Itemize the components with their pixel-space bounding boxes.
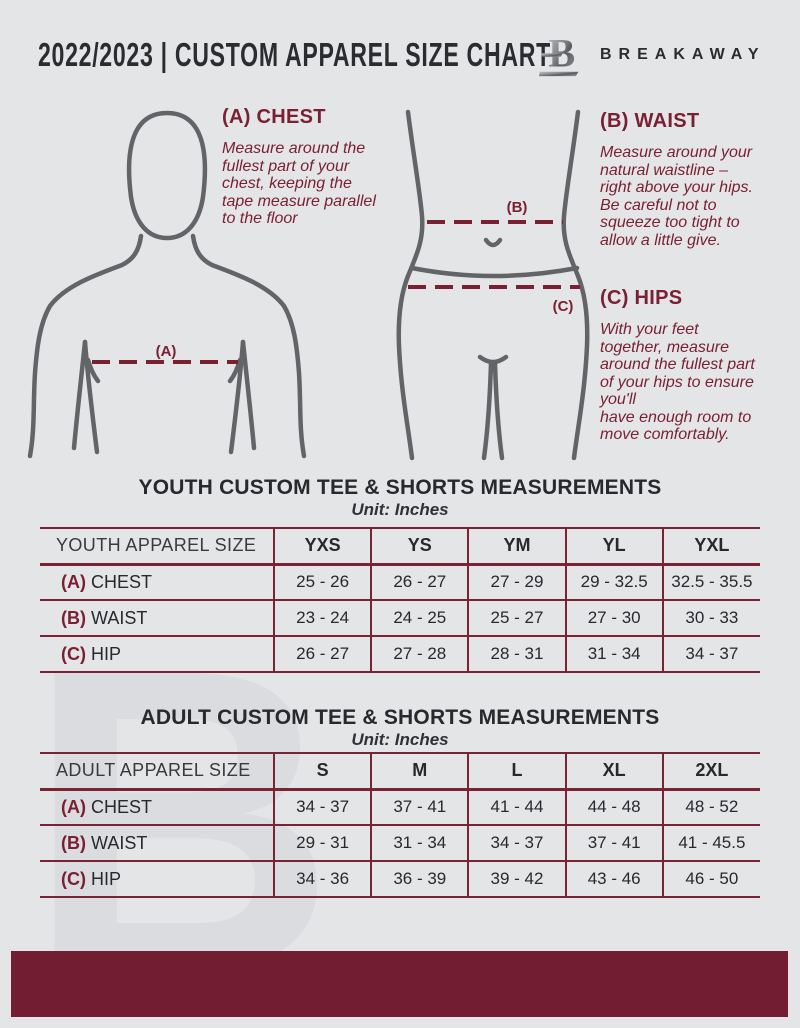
- adult-waist-label: (B) WAIST: [40, 825, 275, 862]
- upper-body-figure: (A): [27, 110, 307, 459]
- adult-table-unit: Unit: Inches: [351, 730, 449, 749]
- brand-name: BREAKAWAY: [600, 46, 766, 63]
- adult-table-title: ADULT CUSTOM TEE & SHORTS MEASUREMENTS: [140, 706, 660, 729]
- youth-chest-yxl: 32.5 - 35.5: [661, 564, 760, 601]
- inner-left-leg: [481, 360, 494, 461]
- adult-size-xl: XL: [564, 752, 663, 791]
- youth-waist-label: (B) WAIST: [40, 600, 275, 637]
- youth-size-yxl: YXL: [661, 527, 760, 566]
- youth-hip-yl: 31 - 34: [564, 636, 663, 673]
- youth-hip-row: (C) HIP 26 - 27 27 - 28 28 - 31 31 - 34 3…: [40, 636, 760, 673]
- inner-right-leg: [492, 360, 505, 461]
- page-title: 2022/2023 | CUSTOM APPAREL SIZE CHART: [38, 36, 551, 73]
- adult-size-2xl: 2XL: [661, 752, 760, 791]
- youth-hip-yxl: 34 - 37: [661, 636, 760, 673]
- right-armpit-arm: [240, 339, 257, 451]
- youth-chest-yl: 29 - 32.5: [564, 564, 663, 601]
- youth-waist-ym: 25 - 27: [467, 600, 566, 637]
- youth-waist-yxs: 23 - 24: [273, 600, 372, 637]
- adult-hip-xl: 43 - 46: [564, 861, 663, 898]
- youth-chest-row: (A) CHEST 25 - 26 26 - 27 27 - 29 29 - 32…: [40, 564, 760, 601]
- adult-waist-row: (B) WAIST 29 - 31 31 - 34 34 - 37 37 - 41…: [40, 825, 760, 862]
- chest-instruction: (A) CHEST Measure around the fullest par…: [222, 106, 412, 228]
- footer-bar: [11, 951, 788, 1017]
- adult-hip-2xl: 46 - 50: [661, 861, 760, 898]
- youth-size-header: YOUTH APPAREL SIZE: [40, 527, 275, 566]
- adult-size-header: ADULT APPAREL SIZE: [40, 752, 275, 791]
- right-shoulder-arm: [190, 233, 307, 459]
- youth-size-yxs: YXS: [273, 527, 372, 566]
- adult-size-table: ADULT APPAREL SIZE S M L XL 2XL (A) CHEST…: [40, 752, 760, 898]
- adult-header-row: ADULT APPAREL SIZE S M L XL 2XL: [40, 752, 760, 791]
- youth-size-ym: YM: [467, 527, 566, 566]
- youth-hip-ys: 27 - 28: [370, 636, 469, 673]
- adult-hip-m: 36 - 39: [370, 861, 469, 898]
- left-shoulder-arm: [27, 233, 144, 459]
- waist-heading: (B) WAIST: [600, 110, 700, 132]
- navel: [483, 237, 503, 248]
- adult-chest-2xl: 48 - 52: [661, 789, 760, 826]
- left-armpit-crease: [85, 357, 101, 384]
- youth-size-ys: YS: [370, 527, 469, 566]
- waist-description: Measure around your natural waistline – …: [600, 144, 753, 249]
- adult-chest-l: 41 - 44: [467, 789, 566, 826]
- adult-waist-l: 34 - 37: [467, 825, 566, 862]
- adult-waist-m: 31 - 34: [370, 825, 469, 862]
- waist-instruction: (B) WAIST Measure around your natural wa…: [600, 110, 780, 249]
- hips-description: With your feet together, measure around …: [600, 321, 755, 443]
- adult-hip-label: (C) HIP: [40, 861, 275, 898]
- adult-chest-row: (A) CHEST 34 - 37 37 - 41 41 - 44 44 - 48…: [40, 789, 760, 826]
- youth-header-row: YOUTH APPAREL SIZE YXS YS YM YL YXL: [40, 527, 760, 566]
- hip-curve: [409, 265, 580, 279]
- hips-heading: (C) HIPS: [600, 287, 683, 309]
- chest-description: Measure around the fullest part of your …: [222, 140, 376, 227]
- youth-chest-ym: 27 - 29: [467, 564, 566, 601]
- adult-waist-xl: 37 - 41: [564, 825, 663, 862]
- youth-size-table: YOUTH APPAREL SIZE YXS YS YM YL YXL (A) C…: [40, 527, 760, 673]
- torso-right-side: [561, 109, 590, 461]
- right-armpit-torso: [228, 339, 246, 455]
- adult-chest-xl: 44 - 48: [564, 789, 663, 826]
- hip-line-label: (C): [553, 298, 574, 315]
- adult-size-l: L: [467, 752, 566, 791]
- svg-text:B: B: [548, 30, 575, 75]
- breakaway-b-icon: B: [538, 30, 579, 77]
- adult-hip-s: 34 - 36: [273, 861, 372, 898]
- youth-hip-ym: 28 - 31: [467, 636, 566, 673]
- youth-chest-ys: 26 - 27: [370, 564, 469, 601]
- adult-waist-s: 29 - 31: [273, 825, 372, 862]
- waist-line-label: (B): [507, 199, 528, 216]
- adult-waist-2xl: 41 - 45.5: [661, 825, 760, 862]
- youth-waist-yl: 27 - 30: [564, 600, 663, 637]
- left-armpit-arm: [71, 339, 88, 451]
- youth-hip-yxs: 26 - 27: [273, 636, 372, 673]
- chest-heading: (A) CHEST: [222, 106, 326, 128]
- adult-size-s: S: [273, 752, 372, 791]
- adult-size-m: M: [370, 752, 469, 791]
- torso-left-side: [396, 109, 425, 461]
- chest-line-label: (A): [156, 343, 177, 360]
- head-outline: [126, 110, 208, 241]
- crotch-curve: [477, 354, 509, 365]
- youth-waist-row: (B) WAIST 23 - 24 24 - 25 25 - 27 27 - 30…: [40, 600, 760, 637]
- youth-chest-yxs: 25 - 26: [273, 564, 372, 601]
- right-armpit-crease: [227, 357, 243, 384]
- youth-waist-ys: 24 - 25: [370, 600, 469, 637]
- adult-chest-m: 37 - 41: [370, 789, 469, 826]
- youth-waist-yxl: 30 - 33: [661, 600, 760, 637]
- youth-hip-label: (C) HIP: [40, 636, 275, 673]
- hips-instruction: (C) HIPS With your feet together, measur…: [600, 287, 780, 444]
- lower-body-figure: (B) (C): [396, 109, 590, 461]
- youth-table-unit: Unit: Inches: [351, 500, 449, 519]
- youth-table-title: YOUTH CUSTOM TEE & SHORTS MEASUREMENTS: [138, 476, 662, 499]
- youth-size-yl: YL: [564, 527, 663, 566]
- brand-logo: B BREAKAWAY: [538, 26, 778, 84]
- adult-chest-s: 34 - 37: [273, 789, 372, 826]
- adult-chest-label: (A) CHEST: [40, 789, 275, 826]
- left-armpit-torso: [82, 339, 100, 455]
- youth-chest-label: (A) CHEST: [40, 564, 275, 601]
- adult-hip-l: 39 - 42: [467, 861, 566, 898]
- adult-hip-row: (C) HIP 34 - 36 36 - 39 39 - 42 43 - 46 4…: [40, 861, 760, 898]
